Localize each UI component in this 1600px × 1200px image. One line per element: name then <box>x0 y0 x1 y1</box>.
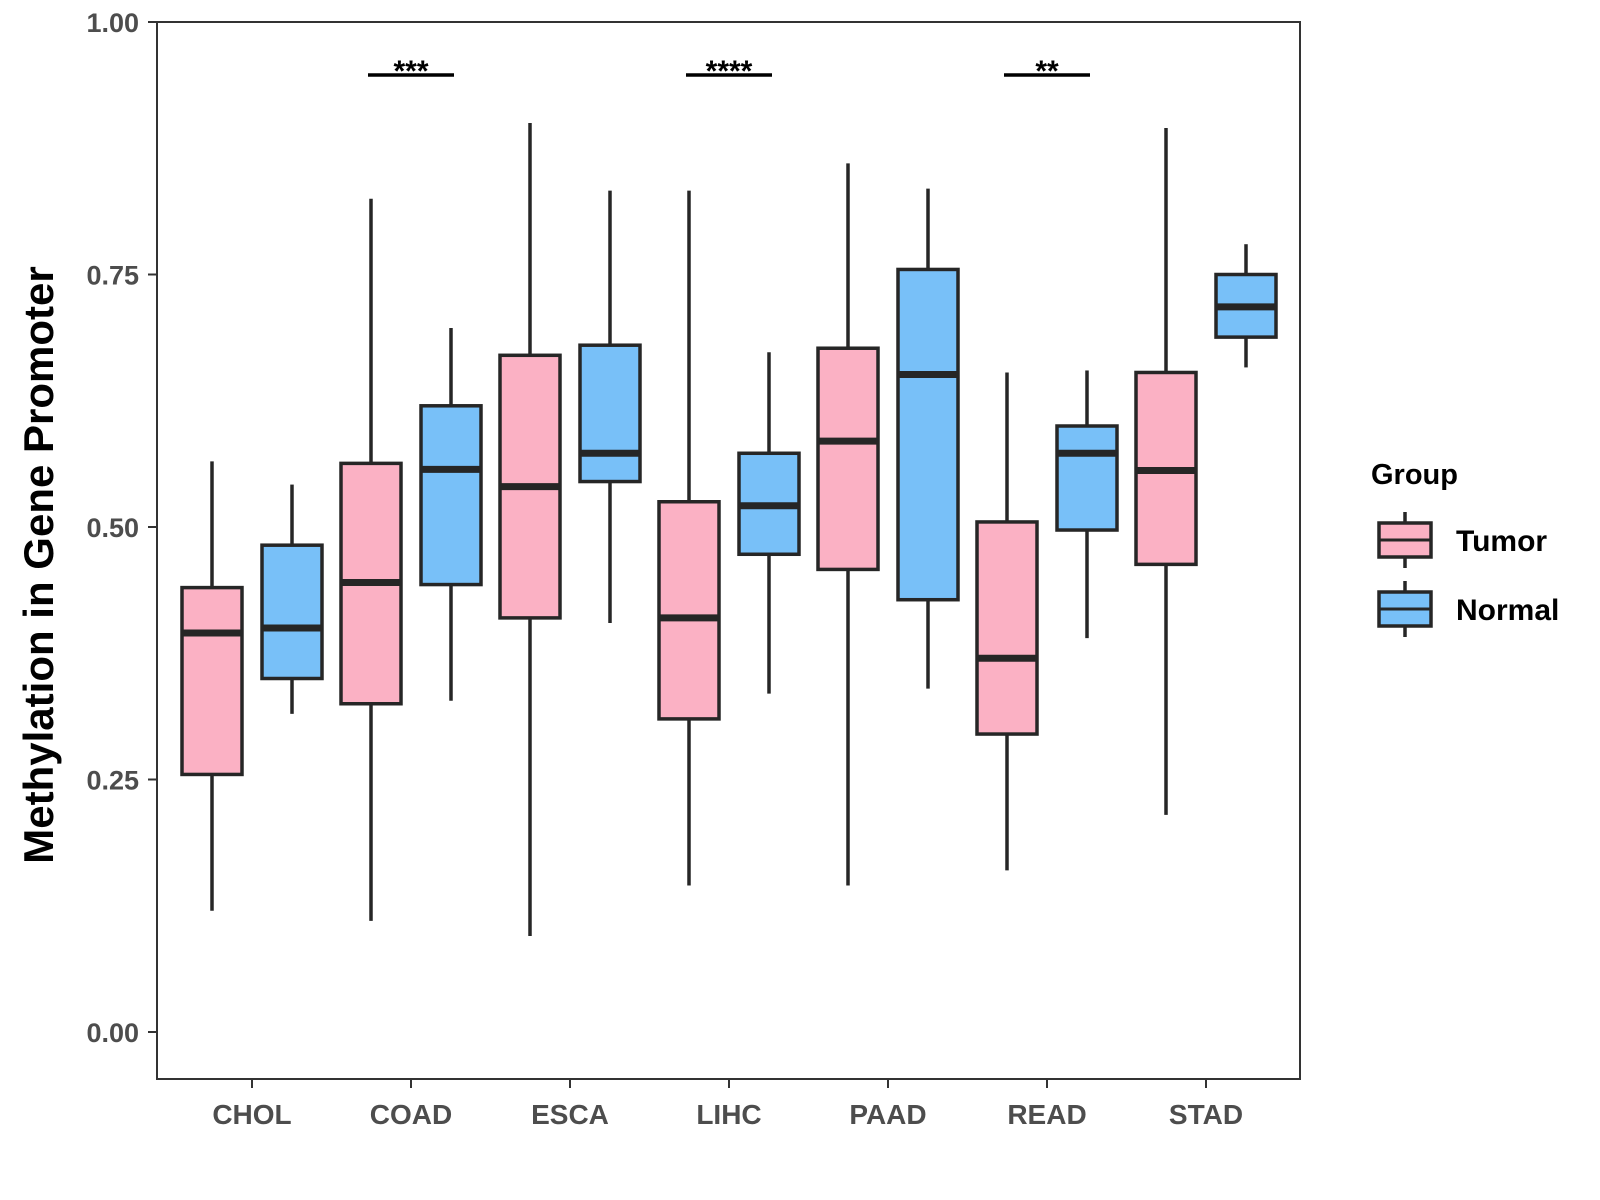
box-tumor-lihc <box>657 190 721 886</box>
box-normal-paad <box>896 188 960 689</box>
y-axis: 0.00 0.25 0.50 0.75 1.00 <box>86 8 157 1048</box>
legend-title: Group <box>1371 459 1458 491</box>
x-tick-label: LIHC <box>696 1099 761 1130</box>
y-tick-label: 0.75 <box>86 261 139 291</box>
y-tick-label: 1.00 <box>86 8 139 38</box>
box-body <box>260 543 324 681</box>
box-tumor-chol <box>180 461 244 911</box>
y-tick-label: 0.25 <box>86 766 139 796</box>
legend-label: Tumor <box>1456 525 1547 558</box>
box-normal-lihc <box>737 352 801 694</box>
y-tick-label: 0.50 <box>86 513 139 543</box>
significance-label: *** <box>393 55 428 88</box>
box-series <box>180 123 1278 937</box>
x-tick-label: STAD <box>1169 1099 1243 1130</box>
x-tick-label: READ <box>1007 1099 1086 1130</box>
legend-item-tumor: Tumor <box>1377 512 1547 568</box>
box-normal-stad <box>1214 244 1278 368</box>
box-body <box>180 585 244 777</box>
x-tick-label: ESCA <box>531 1099 609 1130</box>
legend: Group Tumor Normal <box>1371 459 1559 637</box>
significance-label: **** <box>706 55 753 88</box>
box-body <box>1055 424 1119 532</box>
x-tick-label: PAAD <box>849 1099 926 1130</box>
box-normal-esca <box>578 190 642 623</box>
box-normal-coad <box>419 328 483 701</box>
box-tumor-esca <box>498 123 562 937</box>
box-tumor-coad <box>339 198 403 921</box>
significance-label: ** <box>1035 55 1059 88</box>
box-body <box>657 500 721 721</box>
y-tick-label: 0.00 <box>86 1018 139 1048</box>
box-body <box>975 520 1039 736</box>
x-tick-label: CHOL <box>212 1099 291 1130</box>
y-axis-title: Methylation in Gene Promoter <box>15 266 62 863</box>
box-tumor-stad <box>1134 128 1198 815</box>
box-normal-read <box>1055 370 1119 639</box>
significance-annotations: *** **** ** <box>368 55 1090 88</box>
legend-item-normal: Normal <box>1377 581 1559 637</box>
box-body <box>419 404 483 587</box>
plot-panel <box>156 21 1301 1080</box>
box-tumor-read <box>975 372 1039 871</box>
box-body <box>578 343 642 484</box>
box-body <box>816 346 880 572</box>
box-tumor-paad <box>816 163 880 886</box>
box-body <box>896 267 960 602</box>
legend-label: Normal <box>1456 594 1559 627</box>
box-normal-chol <box>260 484 324 714</box>
x-axis: CHOL COAD ESCA LIHC PAAD READ STAD <box>212 1079 1243 1130</box>
x-tick-label: COAD <box>370 1099 452 1130</box>
